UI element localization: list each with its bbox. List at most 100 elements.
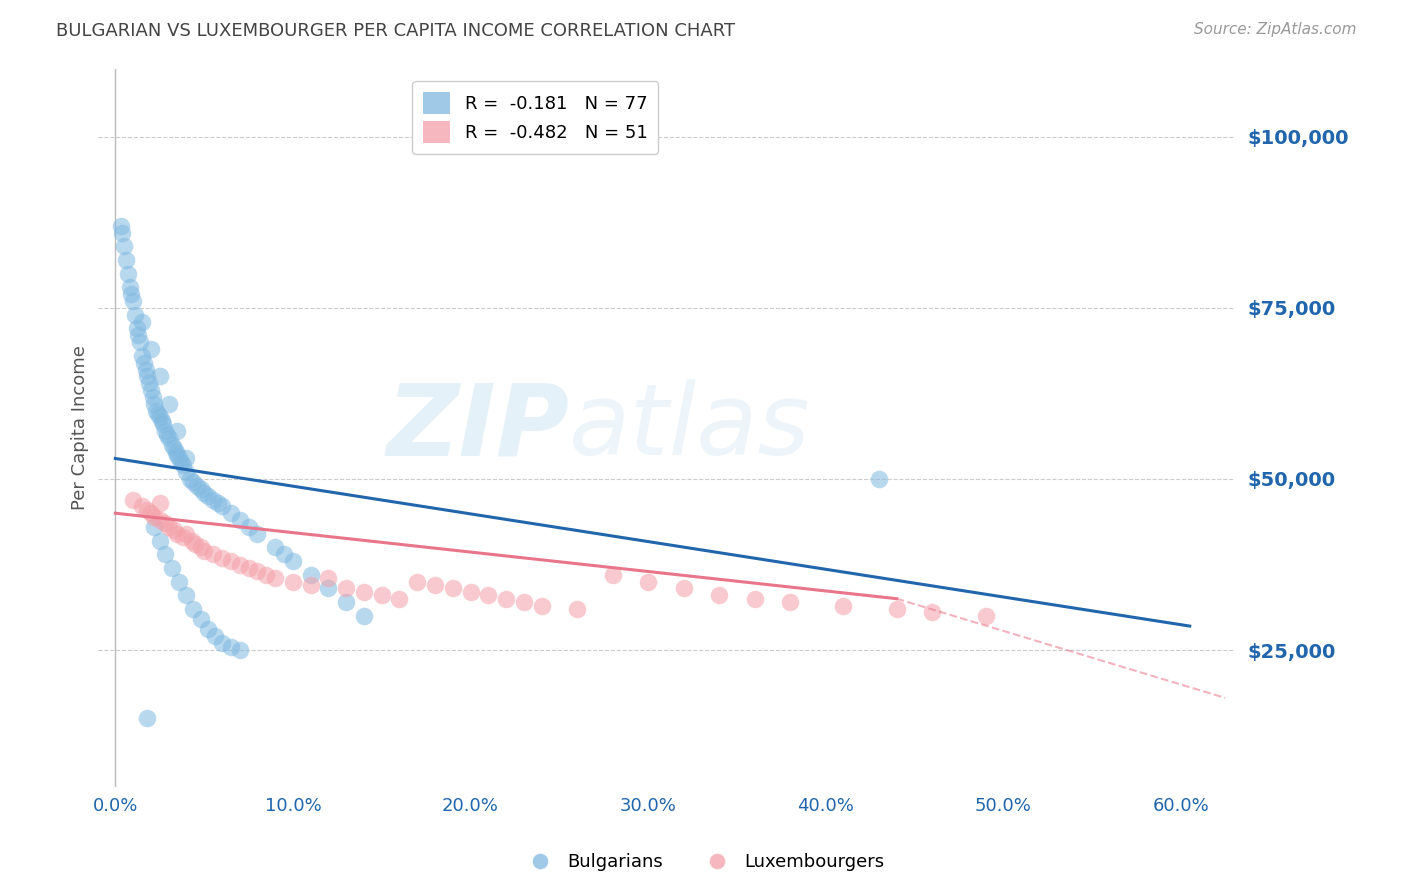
- Point: [211, 550, 233, 565]
- Text: ZIP: ZIP: [387, 379, 569, 476]
- Point: [122, 294, 145, 309]
- Point: [228, 513, 250, 527]
- Text: BULGARIAN VS LUXEMBOURGER PER CAPITA INCOME CORRELATION CHART: BULGARIAN VS LUXEMBOURGER PER CAPITA INC…: [56, 22, 735, 40]
- Point: [388, 591, 411, 606]
- Point: [201, 547, 224, 561]
- Point: [530, 599, 553, 613]
- Point: [176, 588, 198, 602]
- Point: [201, 492, 224, 507]
- Point: [299, 578, 322, 592]
- Point: [176, 451, 198, 466]
- Legend: R =  -0.181   N = 77, R =  -0.482   N = 51: R = -0.181 N = 77, R = -0.482 N = 51: [412, 81, 658, 154]
- Point: [974, 608, 997, 623]
- Point: [172, 530, 194, 544]
- Point: [184, 537, 207, 551]
- Point: [146, 407, 169, 421]
- Point: [254, 567, 277, 582]
- Point: [460, 585, 482, 599]
- Point: [335, 595, 357, 609]
- Point: [495, 591, 517, 606]
- Point: [111, 226, 134, 240]
- Point: [143, 509, 166, 524]
- Point: [353, 585, 375, 599]
- Point: [246, 565, 269, 579]
- Point: [142, 390, 165, 404]
- Point: [197, 489, 219, 503]
- Point: [149, 369, 172, 384]
- Point: [172, 458, 194, 473]
- Text: Source: ZipAtlas.com: Source: ZipAtlas.com: [1194, 22, 1357, 37]
- Y-axis label: Per Capita Income: Per Capita Income: [72, 345, 89, 510]
- Point: [228, 558, 250, 572]
- Point: [264, 571, 287, 585]
- Point: [370, 588, 392, 602]
- Point: [197, 623, 219, 637]
- Point: [131, 349, 153, 363]
- Point: [110, 219, 132, 233]
- Point: [219, 554, 242, 568]
- Point: [127, 328, 149, 343]
- Point: [136, 711, 159, 725]
- Point: [132, 356, 155, 370]
- Point: [193, 485, 215, 500]
- Point: [179, 472, 201, 486]
- Point: [190, 541, 212, 555]
- Point: [190, 612, 212, 626]
- Point: [160, 438, 183, 452]
- Point: [211, 500, 233, 514]
- Point: [707, 588, 730, 602]
- Text: atlas: atlas: [569, 379, 811, 476]
- Point: [318, 582, 340, 596]
- Point: [166, 424, 188, 438]
- Point: [637, 574, 659, 589]
- Point: [149, 513, 172, 527]
- Point: [868, 472, 890, 486]
- Point: [157, 431, 180, 445]
- Point: [115, 253, 138, 268]
- Point: [131, 315, 153, 329]
- Point: [228, 643, 250, 657]
- Point: [156, 427, 179, 442]
- Point: [204, 629, 226, 643]
- Point: [238, 561, 260, 575]
- Point: [335, 582, 357, 596]
- Point: [131, 500, 153, 514]
- Point: [190, 482, 212, 496]
- Point: [176, 465, 198, 479]
- Point: [166, 526, 188, 541]
- Point: [565, 602, 588, 616]
- Point: [832, 599, 855, 613]
- Point: [136, 502, 159, 516]
- Point: [246, 526, 269, 541]
- Point: [139, 506, 162, 520]
- Point: [149, 410, 172, 425]
- Point: [602, 567, 624, 582]
- Point: [118, 280, 141, 294]
- Point: [281, 554, 304, 568]
- Point: [149, 533, 172, 548]
- Point: [299, 567, 322, 582]
- Point: [886, 602, 908, 616]
- Point: [143, 520, 166, 534]
- Point: [170, 455, 193, 469]
- Point: [183, 475, 205, 490]
- Point: [423, 578, 446, 592]
- Point: [143, 397, 166, 411]
- Point: [153, 516, 176, 531]
- Point: [157, 520, 180, 534]
- Point: [180, 533, 202, 548]
- Point: [281, 574, 304, 589]
- Point: [160, 561, 183, 575]
- Point: [921, 606, 943, 620]
- Point: [207, 496, 229, 510]
- Point: [112, 239, 135, 253]
- Point: [186, 479, 208, 493]
- Point: [136, 369, 159, 384]
- Point: [744, 591, 766, 606]
- Point: [122, 492, 145, 507]
- Point: [163, 441, 186, 455]
- Point: [138, 376, 160, 391]
- Point: [238, 520, 260, 534]
- Point: [139, 342, 162, 356]
- Point: [125, 321, 148, 335]
